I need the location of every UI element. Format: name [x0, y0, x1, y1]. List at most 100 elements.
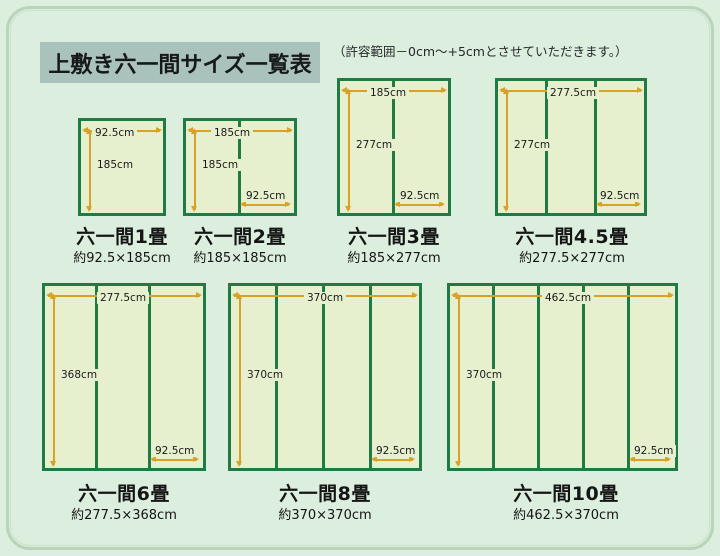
- measure-label-height-2jo: 185cm: [199, 159, 242, 171]
- measure-arrow-down-8jo: [236, 461, 242, 467]
- measure-arrow-right-45jo: [637, 87, 643, 93]
- caption-sub-3jo: 約185×277cm: [347, 251, 441, 266]
- measure-label-sub-8jo: 92.5cm: [373, 445, 419, 457]
- measure-label-width-2jo: 185cm: [211, 127, 254, 139]
- diagram-8jo: 370cm 370cm 92.5cm: [228, 283, 422, 471]
- tolerance-note: （許容範囲－0cm〜+5cmとさせていただきます。）: [333, 44, 628, 59]
- caption-main-2jo: 六一間2畳: [194, 226, 286, 248]
- measure-arrow-down-45jo: [503, 206, 509, 212]
- measure-arrow-sub-right-8jo: [409, 456, 415, 462]
- diagram-3jo: 185cm 277cm 92.5cm: [337, 78, 451, 216]
- measure-arrow-left-2jo: [187, 127, 193, 133]
- measure-arrow-right-10jo: [668, 292, 674, 298]
- measure-arrow-left-1jo: [82, 127, 88, 133]
- mat-divider-10jo-2: [537, 283, 540, 471]
- measure-arrow-sub-left-6jo: [150, 456, 156, 462]
- measure-line-height-3jo: [348, 92, 350, 210]
- measure-arrow-sub-right-2jo: [285, 201, 291, 207]
- measure-arrow-left-8jo: [232, 292, 238, 298]
- measure-arrow-up-45jo: [503, 88, 509, 94]
- mat-divider-45jo-2: [594, 78, 597, 216]
- page-title-box: 上敷き六一間サイズ一覧表: [40, 42, 320, 83]
- measure-arrow-right-8jo: [412, 292, 418, 298]
- measure-label-width-1jo: 92.5cm: [92, 127, 138, 139]
- measure-label-height-8jo: 370cm: [244, 369, 287, 381]
- measure-arrow-down-1jo: [86, 206, 92, 212]
- measure-arrow-sub-right-6jo: [193, 456, 199, 462]
- measure-label-width-45jo: 277.5cm: [547, 87, 600, 99]
- caption-sub-6jo: 約277.5×368cm: [71, 508, 177, 523]
- measure-arrow-down-3jo: [345, 206, 351, 212]
- measure-arrow-right-3jo: [441, 87, 447, 93]
- measure-arrow-sub-left-3jo: [394, 201, 400, 207]
- mat-divider-8jo-3: [369, 283, 372, 471]
- measure-label-width-10jo: 462.5cm: [542, 292, 595, 304]
- measure-label-sub-10jo: 92.5cm: [631, 445, 677, 457]
- caption-sub-1jo: 約92.5×185cm: [73, 251, 171, 266]
- measure-arrow-down-6jo: [50, 461, 56, 467]
- measure-arrow-sub-right-10jo: [665, 456, 671, 462]
- caption-sub-45jo: 約277.5×277cm: [519, 251, 625, 266]
- measure-label-height-45jo: 277cm: [511, 139, 554, 151]
- diagram-45jo: 277.5cm 277cm 92.5cm: [495, 78, 647, 216]
- measure-line-height-10jo: [458, 297, 460, 465]
- caption-2jo: 六一間2畳 約185×185cm: [170, 226, 310, 267]
- measure-arrow-sub-left-10jo: [629, 456, 635, 462]
- caption-main-1jo: 六一間1畳: [76, 226, 168, 248]
- caption-main-6jo: 六一間6畳: [78, 483, 170, 505]
- measure-arrow-sub-right-3jo: [439, 201, 445, 207]
- measure-line-height-2jo: [194, 132, 196, 210]
- measure-label-height-1jo: 185cm: [94, 159, 137, 171]
- measure-line-sub-3jo: [396, 204, 443, 206]
- measure-arrow-up-3jo: [345, 88, 351, 94]
- measure-arrow-up-1jo: [86, 128, 92, 134]
- measure-label-width-3jo: 185cm: [367, 87, 410, 99]
- measure-arrow-down-2jo: [191, 206, 197, 212]
- measure-line-height-6jo: [53, 297, 55, 465]
- caption-45jo: 六一間4.5畳 約277.5×277cm: [501, 226, 643, 267]
- mat-divider-6jo-2: [148, 283, 151, 471]
- measure-label-sub-3jo: 92.5cm: [397, 190, 443, 202]
- measure-label-height-6jo: 368cm: [58, 369, 101, 381]
- mat-divider-8jo-2: [322, 283, 325, 471]
- measure-label-width-6jo: 277.5cm: [97, 292, 150, 304]
- diagram-1jo: 92.5cm 185cm: [78, 118, 166, 216]
- measure-label-height-10jo: 370cm: [463, 369, 506, 381]
- measure-label-sub-2jo: 92.5cm: [243, 190, 289, 202]
- measure-arrow-left-3jo: [341, 87, 347, 93]
- measure-line-sub-45jo: [598, 204, 639, 206]
- measure-arrow-sub-left-45jo: [596, 201, 602, 207]
- measure-arrow-up-6jo: [50, 293, 56, 299]
- caption-main-8jo: 六一間8畳: [279, 483, 371, 505]
- diagram-2jo: 185cm 185cm 92.5cm: [183, 118, 297, 216]
- measure-arrow-up-2jo: [191, 128, 197, 134]
- measure-arrow-left-45jo: [499, 87, 505, 93]
- caption-3jo: 六一間3畳 約185×277cm: [324, 226, 464, 267]
- mat-divider-10jo-4: [627, 283, 630, 471]
- measure-line-height-1jo: [89, 132, 91, 210]
- measure-arrow-down-10jo: [455, 461, 461, 467]
- measure-arrow-left-10jo: [451, 292, 457, 298]
- diagram-10jo: 462.5cm 370cm 92.5cm: [447, 283, 678, 471]
- measure-arrow-left-6jo: [46, 292, 52, 298]
- caption-10jo: 六一間10畳 約462.5×370cm: [491, 483, 641, 524]
- caption-main-3jo: 六一間3畳: [348, 226, 440, 248]
- measure-line-height-45jo: [506, 92, 508, 210]
- measure-line-sub-10jo: [631, 459, 669, 461]
- caption-main-10jo: 六一間10畳: [513, 483, 619, 505]
- measure-arrow-up-10jo: [455, 293, 461, 299]
- measure-arrow-sub-left-8jo: [371, 456, 377, 462]
- measure-label-width-8jo: 370cm: [304, 292, 347, 304]
- measure-label-sub-6jo: 92.5cm: [152, 445, 198, 457]
- measure-label-height-3jo: 277cm: [353, 139, 396, 151]
- measure-arrow-sub-left-2jo: [240, 201, 246, 207]
- caption-sub-10jo: 約462.5×370cm: [513, 508, 619, 523]
- caption-8jo: 六一間8畳 約370×370cm: [255, 483, 395, 524]
- caption-main-45jo: 六一間4.5畳: [515, 226, 629, 248]
- diagram-6jo: 277.5cm 368cm 92.5cm: [42, 283, 206, 471]
- caption-1jo: 六一間1畳 約92.5×185cm: [52, 226, 192, 267]
- measure-line-height-8jo: [239, 297, 241, 465]
- measure-line-sub-8jo: [373, 459, 413, 461]
- measure-arrow-up-8jo: [236, 293, 242, 299]
